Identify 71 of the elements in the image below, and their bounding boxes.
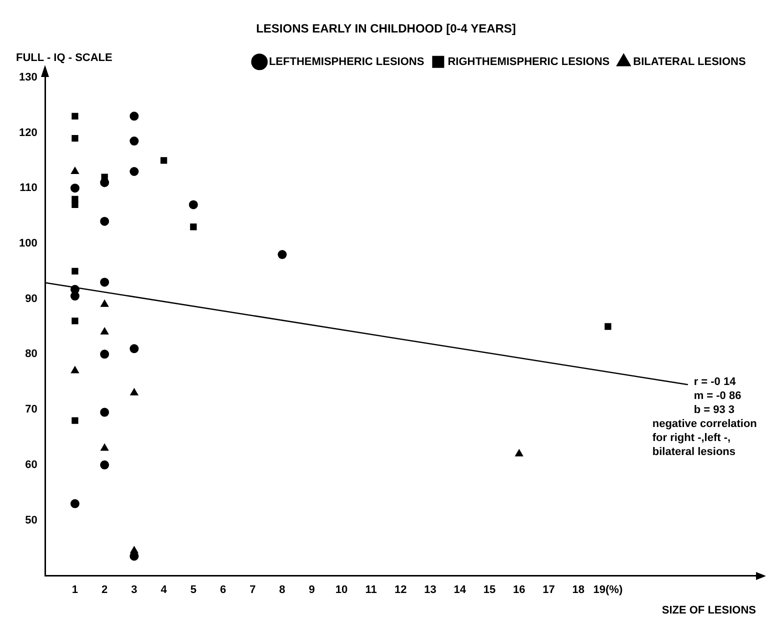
x-tick-label: 3 [131,584,138,596]
y-tick-label: 70 [25,404,38,416]
point [100,350,110,359]
y-tick-label: 100 [18,238,38,250]
point [72,201,78,208]
x-tick-label: 2 [102,584,108,596]
y-tick-label: 120 [18,126,38,139]
point [188,200,198,210]
annotation: negative correlation [652,418,758,430]
x-tick-label: 16 [512,584,526,596]
point [71,366,79,374]
x-tick-label: 15 [483,584,496,596]
annotation: for right -,left -, [652,432,731,444]
x-tick-label: 6 [220,584,226,596]
y-tick-label: 130 [18,71,38,84]
chart-title: LESIONS EARLY IN CHILDHOOD [0-4 YEARS] [256,22,516,36]
point [130,112,139,121]
y-tick-label: 80 [25,348,38,360]
point [100,216,110,226]
point [71,167,79,174]
point [130,344,139,354]
x-tick-label: 5 [190,584,196,596]
annotation: m = -0 86 [694,390,742,402]
x-tick-label: 14 [454,584,467,596]
y-tick-label: 60 [25,458,38,471]
annotation: b = 93 3 [694,404,734,416]
x-tick-label: 11 [365,584,377,596]
annotation: r = -0 14 [694,376,737,388]
point [100,178,110,188]
point [278,250,287,260]
point [72,112,78,120]
y-tick-label: 50 [25,514,38,526]
x-tick-label: 12 [394,584,407,596]
point [100,408,110,417]
y-axis-title: FULL - IQ - SCALE [16,52,112,64]
x-tick-label: 7 [250,584,256,596]
x-tick-label: 9 [308,584,315,596]
point [515,449,524,456]
x-tick-label: 1 [72,584,78,596]
point [604,323,612,330]
x-tick-label: 4 [160,584,168,596]
point [130,136,139,146]
point [72,134,78,142]
x-tick-label: 13 [424,584,436,596]
point [130,167,139,176]
y-tick-label: 90 [25,292,38,305]
legend-label: BILATERAL LESIONS [633,56,746,68]
x-tick-label: 19(%) [593,584,623,596]
x-tick-label: 10 [335,584,348,596]
point [160,157,168,164]
point [100,278,110,287]
point [72,318,78,324]
point [100,460,110,470]
legend-label: RIGHTHEMISPHERIC LESIONS [448,56,610,68]
x-tick-label: 17 [542,584,555,596]
annotation: bilateral lesions [652,446,736,458]
point [70,184,80,193]
point [70,292,80,301]
point [72,417,78,424]
x-tick-label: 8 [279,584,286,596]
point [190,224,197,230]
x-axis-title: SIZE OF LESIONS [662,604,756,616]
point [100,328,109,335]
point [130,388,138,396]
point [100,300,109,307]
y-tick-label: 110 [20,182,38,194]
point [72,268,78,274]
legend-label: LEFTHEMISPHERIC LESIONS [268,56,424,68]
point [70,499,80,508]
x-tick-label: 18 [572,584,584,596]
point [100,444,109,451]
